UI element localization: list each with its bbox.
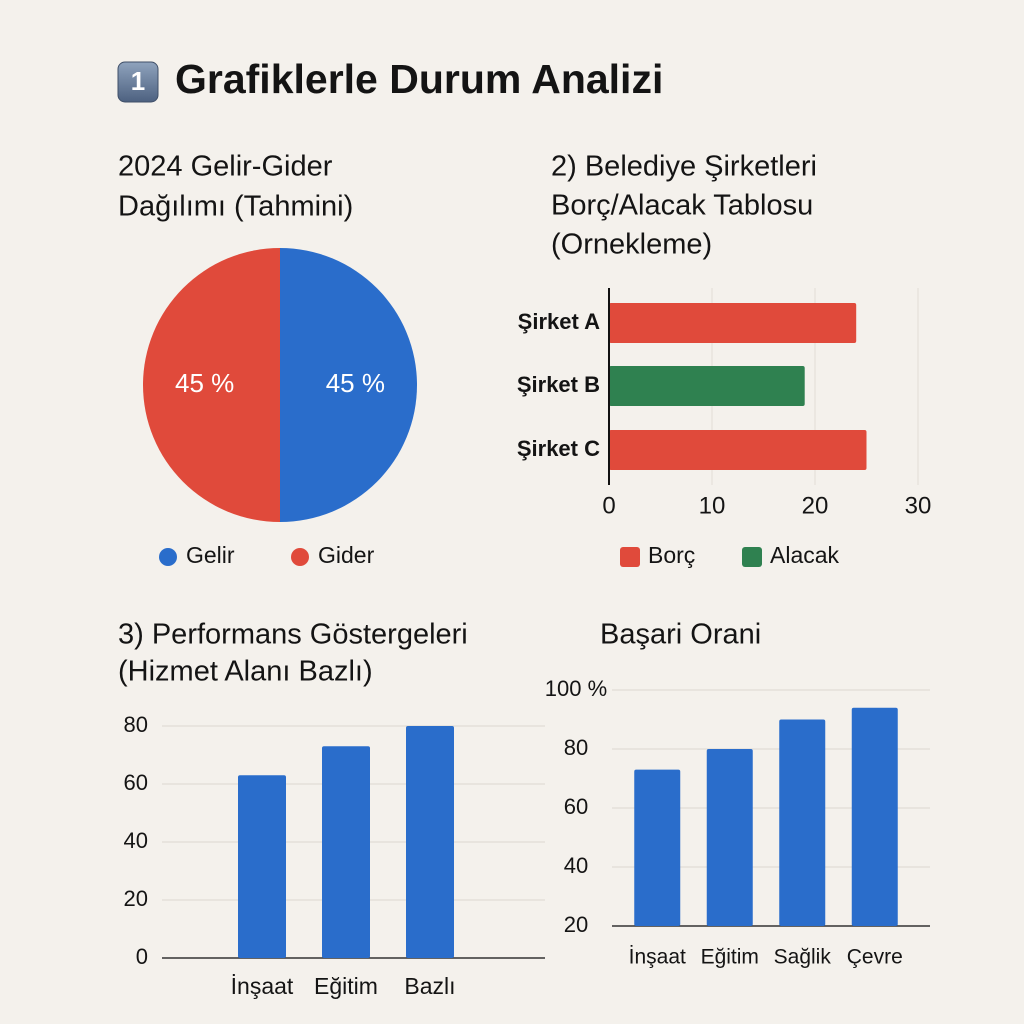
y-tick-label: 40 — [124, 828, 148, 853]
legend-label: Gider — [318, 542, 375, 568]
y-tick-label: 0 — [136, 944, 148, 969]
chart-title: Borç/Alacak Tablosu — [551, 190, 813, 222]
bar — [634, 769, 681, 926]
y-tick-label: 60 — [564, 794, 588, 819]
legend-marker — [742, 547, 762, 567]
legend-label: Gelir — [186, 542, 235, 568]
bar — [609, 366, 805, 406]
legend-label: Alacak — [770, 542, 840, 568]
chart-title: Dağılımı (Tahmini) — [118, 191, 353, 223]
chart-title: (Hizmet Alanı Bazlı) — [118, 656, 373, 688]
x-tick-label: Eğitim — [314, 973, 378, 999]
legend-marker — [291, 548, 309, 566]
bar — [609, 303, 857, 343]
x-tick-label: 10 — [699, 492, 726, 519]
slice-label: 45 % — [326, 368, 385, 398]
page-title: Grafiklerle Durum Analizi — [175, 56, 663, 102]
x-tick-label: 30 — [905, 492, 932, 519]
x-tick-label: Sağlik — [774, 946, 832, 969]
bar — [406, 726, 454, 958]
bar — [322, 746, 370, 958]
chart-title: Başari Orani — [600, 619, 761, 651]
x-tick-label: İnşaat — [231, 973, 294, 999]
bar — [779, 719, 826, 926]
y-tick-label: 80 — [564, 735, 588, 760]
y-tick-label: 60 — [124, 770, 148, 795]
y-tick-label: Şirket A — [518, 309, 600, 334]
title-badge: 1 — [131, 66, 145, 96]
chart-title: 2) Belediye Şirketleri — [551, 151, 817, 183]
y-tick-label: 80 — [124, 712, 148, 737]
bar — [238, 775, 286, 958]
x-tick-label: Çevre — [847, 946, 903, 969]
y-tick-label: 100 % — [545, 676, 607, 701]
chart-title: 3) Performans Göstergeleri — [118, 619, 468, 651]
bar — [706, 749, 753, 926]
x-tick-label: 0 — [602, 492, 615, 519]
x-tick-label: Bazlı — [404, 973, 455, 999]
pie-slice — [143, 248, 280, 522]
y-tick-label: Şirket B — [517, 372, 600, 397]
chart-title: 2024 Gelir-Gider — [118, 151, 333, 183]
y-tick-label: 20 — [564, 912, 588, 937]
y-tick-label: Şirket C — [517, 436, 600, 461]
y-tick-label: 40 — [564, 853, 588, 878]
legend-marker — [159, 548, 177, 566]
x-tick-label: 20 — [802, 492, 829, 519]
x-tick-label: İnşaat — [629, 946, 686, 969]
title-badge-box — [117, 61, 159, 103]
x-tick-label: Eğitim — [701, 946, 759, 969]
bar — [851, 707, 898, 926]
slice-label: 45 % — [175, 368, 234, 398]
pie-slice — [280, 248, 417, 522]
chart-title: (Ornekleme) — [551, 229, 712, 261]
bar — [609, 430, 867, 470]
y-tick-label: 20 — [124, 886, 148, 911]
legend-label: Borç — [648, 542, 695, 568]
legend-marker — [620, 547, 640, 567]
